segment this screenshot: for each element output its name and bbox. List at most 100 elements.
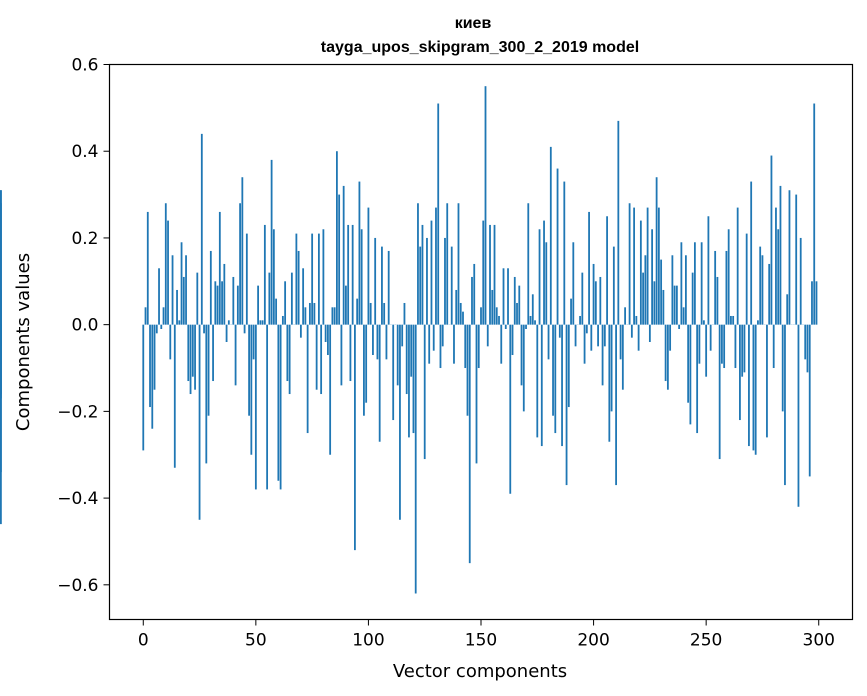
bar-93 bbox=[351, 224, 354, 325]
bar-62 bbox=[281, 315, 284, 325]
bar-212 bbox=[619, 324, 622, 360]
bar-73 bbox=[306, 324, 309, 434]
bar-197 bbox=[585, 324, 588, 334]
bar-71 bbox=[302, 268, 305, 325]
bar-undefined bbox=[0, 203, 2, 325]
bar-170 bbox=[525, 324, 527, 329]
bar-239 bbox=[680, 242, 683, 325]
bar-77 bbox=[315, 324, 318, 390]
bar-220 bbox=[637, 324, 640, 351]
bar-211 bbox=[617, 120, 620, 325]
bar-172 bbox=[529, 315, 532, 325]
y-tick-label: 0.4 bbox=[71, 142, 98, 162]
bar-131 bbox=[437, 103, 440, 325]
bar-23 bbox=[194, 324, 196, 390]
x-tick-label: 250 bbox=[690, 631, 722, 651]
chart-title: киев bbox=[455, 15, 492, 32]
bar-198 bbox=[588, 211, 590, 325]
bar-244 bbox=[691, 272, 694, 325]
bar-286 bbox=[786, 294, 789, 325]
bar-60 bbox=[277, 324, 280, 481]
y-tick-label: 0.6 bbox=[71, 56, 98, 76]
bar-199 bbox=[590, 324, 593, 351]
bar-255 bbox=[716, 276, 719, 325]
bar-285 bbox=[784, 324, 786, 486]
bar-222 bbox=[642, 272, 645, 325]
bar-237 bbox=[675, 285, 678, 325]
bar-14 bbox=[173, 324, 176, 468]
bar-154 bbox=[489, 224, 491, 325]
bar-1 bbox=[144, 307, 147, 325]
bar-48 bbox=[250, 324, 253, 455]
y-tick-label: −0.4 bbox=[57, 489, 98, 509]
bar-164 bbox=[511, 324, 514, 356]
y-ticks-group: −0.6 −0.4 −0.2 0.0 0.2 0.4 0.6 bbox=[57, 56, 110, 596]
bar-290 bbox=[795, 194, 798, 325]
bar-64 bbox=[286, 324, 289, 382]
bar-122 bbox=[417, 203, 419, 325]
bar-32 bbox=[214, 281, 217, 325]
bar-78 bbox=[317, 233, 320, 325]
bar-129 bbox=[432, 324, 435, 351]
bars-group bbox=[0, 86, 818, 594]
bar-4 bbox=[151, 324, 154, 429]
x-tick-label: 100 bbox=[352, 631, 384, 651]
bar-undefined bbox=[0, 324, 2, 364]
bar-207 bbox=[608, 324, 611, 442]
bar-256 bbox=[718, 324, 721, 460]
bar-146 bbox=[471, 276, 473, 325]
bar-26 bbox=[200, 133, 203, 325]
bar-183 bbox=[554, 324, 557, 434]
x-ticks-group: 0 50 100 150 200 250 300 bbox=[138, 619, 835, 651]
bar-246 bbox=[696, 324, 699, 434]
bar-69 bbox=[297, 250, 300, 325]
bar-24 bbox=[196, 272, 199, 325]
bar-18 bbox=[182, 276, 185, 325]
bar-280 bbox=[772, 324, 775, 369]
bar-292 bbox=[799, 237, 802, 325]
bar-236 bbox=[673, 285, 676, 325]
bar-124 bbox=[421, 224, 424, 325]
bar-87 bbox=[338, 194, 341, 325]
bar-278 bbox=[768, 263, 771, 325]
bar-54 bbox=[263, 224, 266, 325]
bar-178 bbox=[543, 220, 545, 325]
bar-208 bbox=[610, 324, 613, 412]
bar-271 bbox=[752, 324, 755, 451]
bar-147 bbox=[473, 263, 476, 325]
y-tick-label: 0.2 bbox=[71, 229, 98, 249]
bar-160 bbox=[502, 268, 505, 325]
bar-149 bbox=[477, 324, 480, 369]
x-tick-label: 0 bbox=[138, 631, 149, 651]
bar-257 bbox=[721, 324, 723, 364]
bar-200 bbox=[592, 263, 595, 325]
bar-163 bbox=[509, 324, 512, 494]
bar-158 bbox=[498, 315, 500, 325]
bar-294 bbox=[804, 324, 807, 360]
bar-181 bbox=[549, 146, 552, 325]
bar-203 bbox=[599, 276, 602, 325]
bar-20 bbox=[187, 324, 190, 382]
bar-298 bbox=[813, 103, 816, 325]
bar-218 bbox=[633, 207, 635, 325]
bar-22 bbox=[191, 324, 194, 377]
bar-138 bbox=[453, 324, 455, 364]
bar-61 bbox=[279, 324, 282, 490]
bar-106 bbox=[381, 246, 383, 325]
bar-102 bbox=[372, 324, 374, 356]
bar-191 bbox=[572, 242, 575, 325]
y-tick-label: 0.0 bbox=[71, 316, 98, 336]
bar-153 bbox=[486, 324, 489, 347]
bar-90 bbox=[345, 285, 347, 325]
bar-114 bbox=[399, 324, 401, 520]
plot-frame bbox=[108, 63, 854, 621]
bar-180 bbox=[547, 324, 550, 360]
bar-145 bbox=[468, 324, 471, 564]
bar-7 bbox=[158, 268, 160, 325]
bar-228 bbox=[655, 177, 658, 325]
bar-128 bbox=[430, 220, 433, 325]
bar-132 bbox=[439, 324, 442, 369]
bar-299 bbox=[815, 281, 818, 325]
bar-27 bbox=[203, 324, 205, 334]
bar-217 bbox=[630, 324, 633, 338]
